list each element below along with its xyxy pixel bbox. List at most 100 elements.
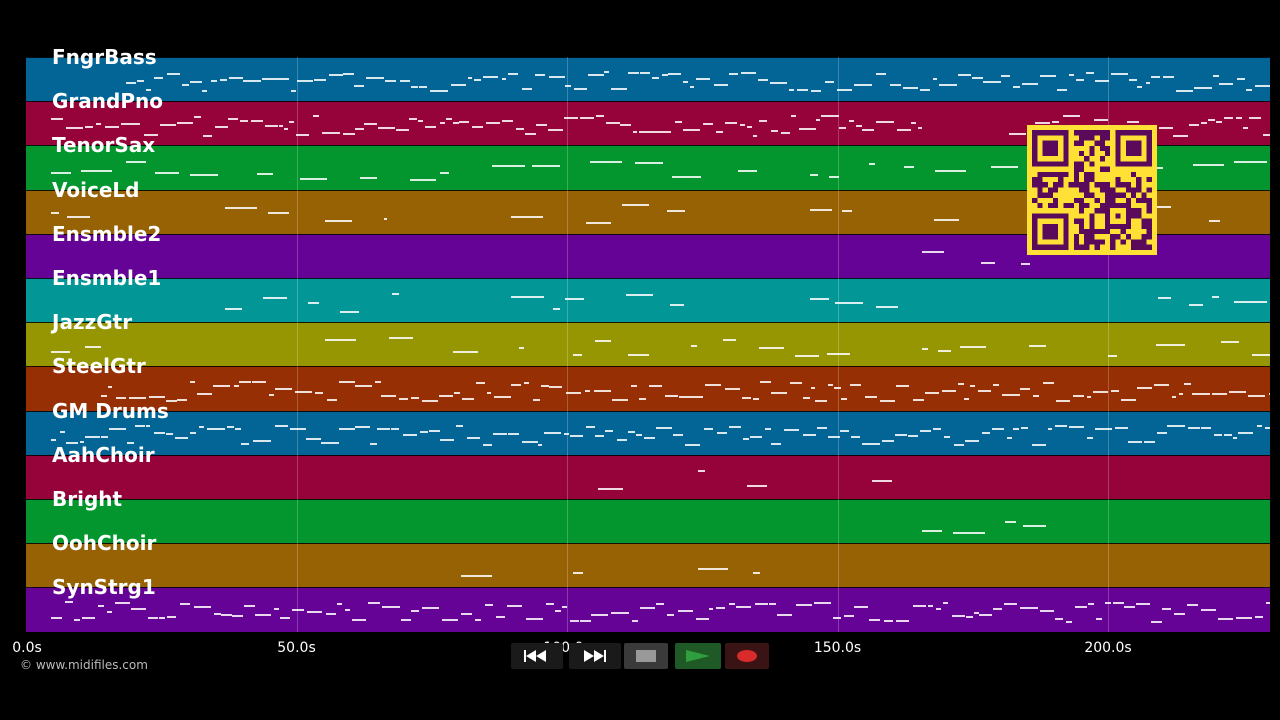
midi-note — [511, 216, 544, 219]
midi-note — [193, 606, 212, 609]
midi-note — [1047, 427, 1053, 430]
midi-note — [669, 304, 684, 307]
midi-note — [274, 387, 293, 390]
midi-note — [579, 116, 595, 119]
midi-note — [759, 380, 771, 383]
record-button[interactable] — [725, 643, 769, 669]
midi-note — [953, 444, 965, 447]
midi-note — [486, 392, 491, 395]
midi-note — [1019, 387, 1031, 390]
midi-note — [534, 73, 546, 76]
midi-note — [1072, 394, 1084, 397]
midi-note — [1111, 73, 1128, 76]
time-gridline — [567, 57, 568, 632]
midi-note — [969, 384, 976, 387]
play-button[interactable] — [675, 643, 721, 669]
midi-note — [1039, 74, 1056, 77]
midi-note — [381, 605, 400, 608]
midi-note — [511, 295, 545, 298]
midi-note — [466, 437, 481, 440]
midi-note — [639, 130, 653, 133]
midi-note — [516, 127, 524, 130]
midi-note — [401, 619, 412, 622]
midi-note — [1042, 382, 1054, 385]
midi-note — [85, 436, 101, 439]
midi-note — [451, 83, 466, 86]
midi-note — [355, 385, 373, 388]
midi-note — [496, 616, 506, 619]
midi-note — [459, 121, 469, 124]
midi-note — [921, 529, 942, 532]
midi-note — [981, 261, 996, 264]
midi-note — [595, 340, 611, 343]
midi-note — [895, 434, 908, 437]
midi-note — [896, 619, 909, 622]
midi-note — [424, 125, 437, 128]
midi-note — [482, 443, 492, 446]
midi-note — [514, 433, 519, 436]
midi-note — [565, 85, 572, 88]
midi-note — [674, 121, 682, 124]
track-label: FngrBass — [52, 45, 157, 69]
midi-note — [964, 398, 969, 401]
midi-note — [1194, 87, 1212, 90]
time-tick-label: 0.0s — [12, 640, 42, 656]
midi-note — [861, 129, 874, 132]
midi-note — [370, 442, 378, 445]
midi-note — [1213, 75, 1219, 78]
midi-note — [651, 76, 660, 79]
time-gridline — [1108, 57, 1109, 632]
midi-note — [377, 427, 390, 430]
midi-note — [896, 384, 910, 387]
midi-note — [844, 615, 854, 618]
midi-note — [440, 122, 446, 125]
midi-note — [667, 613, 674, 616]
midi-note — [518, 346, 524, 349]
midi-note — [1188, 124, 1200, 127]
midi-note — [573, 571, 583, 574]
midi-note — [220, 79, 228, 82]
time-gridline — [837, 57, 839, 632]
midi-note — [1242, 126, 1249, 129]
midi-note — [682, 80, 689, 83]
midi-note — [136, 79, 145, 82]
midi-note — [1111, 389, 1119, 392]
midi-note — [1095, 428, 1113, 431]
midi-note — [174, 436, 188, 439]
midi-note — [210, 79, 217, 82]
midi-note — [585, 222, 611, 225]
midi-note — [649, 385, 662, 388]
midi-note — [355, 425, 371, 428]
midi-note — [227, 118, 239, 121]
midi-note — [321, 441, 339, 444]
midi-note — [1233, 437, 1238, 440]
midi-note — [269, 393, 274, 396]
midi-note — [351, 618, 366, 621]
midi-note — [250, 119, 263, 122]
midi-note — [300, 177, 328, 180]
midi-note — [696, 618, 709, 621]
midi-note — [869, 618, 881, 621]
midi-note — [795, 604, 813, 607]
midi-note — [944, 436, 951, 439]
midi-note — [243, 79, 262, 82]
midi-note — [473, 78, 481, 81]
midi-note — [79, 441, 85, 444]
midi-note — [375, 380, 381, 383]
midi-note — [421, 607, 440, 610]
midi-note — [1218, 617, 1234, 620]
midi-note — [291, 608, 304, 611]
rewind-button[interactable] — [511, 643, 563, 669]
midi-note — [934, 170, 966, 173]
midi-note — [1183, 382, 1191, 385]
midi-note — [453, 121, 459, 124]
midi-note — [854, 83, 873, 86]
midi-note — [849, 384, 861, 387]
midi-note — [1001, 74, 1011, 77]
midi-note — [991, 428, 1005, 431]
fast-forward-button[interactable] — [569, 643, 621, 669]
track-label: OohChoir — [52, 531, 157, 556]
midi-note — [869, 163, 876, 166]
midi-note — [240, 120, 249, 123]
stop-button[interactable] — [624, 643, 668, 669]
